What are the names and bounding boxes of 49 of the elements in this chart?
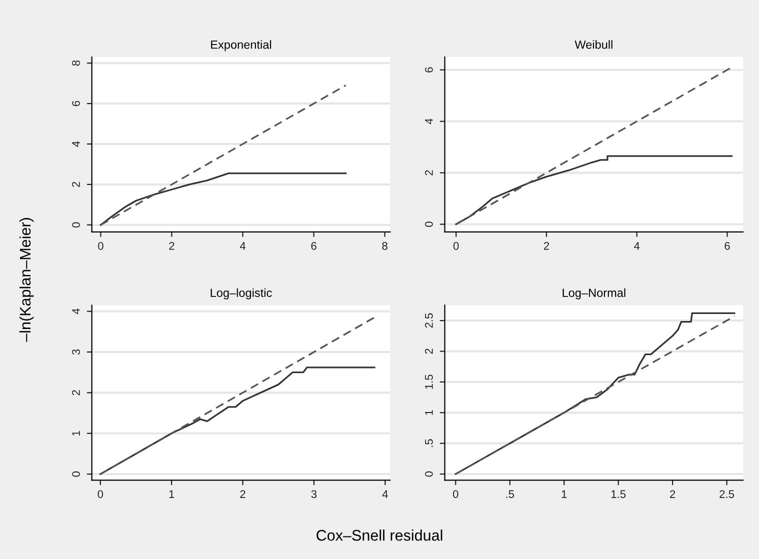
x-tick-label: 6 <box>311 242 316 250</box>
y-tick-label: 2 <box>72 182 80 187</box>
y-tick-label: 1 <box>425 410 433 415</box>
line-series <box>100 172 347 226</box>
y-tick-label: 0 <box>72 471 80 477</box>
x-tick-label: 0 <box>98 242 104 250</box>
x-tick-label: 2 <box>240 490 246 498</box>
x-tick-label: 3 <box>311 490 317 498</box>
y-tick-label: 1.5 <box>425 374 433 389</box>
y-tick-label: 8 <box>72 60 80 66</box>
y-tick-label: 2 <box>424 348 433 354</box>
y-tick-label: 4 <box>72 308 80 314</box>
chart-title: Log–logistic <box>210 288 272 300</box>
y-tick-label: 0 <box>424 222 433 227</box>
x-tick-label: .5 <box>506 490 514 498</box>
x-tick-label: 0 <box>453 242 459 250</box>
x-tick-label: 2 <box>670 490 676 498</box>
x-tick-label: 1.5 <box>611 490 626 498</box>
x-tick-label: 4 <box>240 242 246 250</box>
chart-title: Log–Normal <box>562 288 626 300</box>
line-series <box>455 155 733 226</box>
line-series <box>100 366 376 475</box>
x-tick-label: 1 <box>562 490 567 498</box>
x-tick-label: 6 <box>724 242 730 250</box>
x-axis-title: Cox–Snell residual <box>316 530 442 541</box>
y-tick-label: 2 <box>424 170 433 176</box>
y-tick-label: .5 <box>425 439 433 447</box>
y-tick-label: 0 <box>72 222 80 228</box>
y-axis-title: –ln(Kaplan–Meier) <box>19 218 34 342</box>
y-tick-label: 4 <box>72 141 80 147</box>
y-tick-label: 0 <box>424 471 433 477</box>
x-tick-label: 1 <box>169 490 174 498</box>
y-tick-label: 6 <box>424 67 433 72</box>
y-tick-label: 3 <box>72 349 80 355</box>
x-tick-label: 0 <box>452 490 458 498</box>
y-tick-label: 1 <box>72 430 80 436</box>
x-tick-label: 2.5 <box>720 490 734 498</box>
x-tick-label: 4 <box>634 242 640 250</box>
x-tick-label: 2 <box>544 242 549 250</box>
y-tick-label: 2 <box>72 390 80 396</box>
x-tick-label: 0 <box>98 490 104 498</box>
chart-title: Weibull <box>574 40 612 49</box>
chart-title: Exponential <box>211 40 272 52</box>
x-tick-label: 4 <box>382 490 388 498</box>
x-tick-label: 8 <box>382 242 388 250</box>
y-tick-label: 4 <box>425 118 433 124</box>
y-tick-label: 6 <box>72 100 80 106</box>
y-tick-label: 2.5 <box>424 313 433 328</box>
x-tick-label: 2 <box>169 242 174 250</box>
